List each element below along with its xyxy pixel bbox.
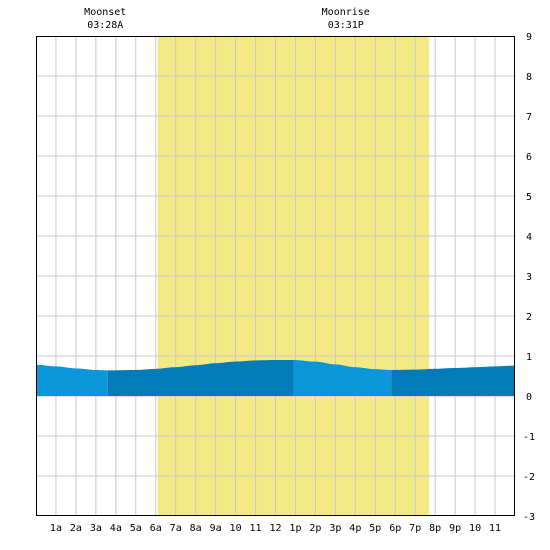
x-tick-label: 7p [409,523,421,534]
moon-events: Moonset 03:28A Moonrise 03:31P [84,7,370,31]
x-tick-label: 9p [449,523,461,534]
x-tick-label: 4a [110,523,122,534]
x-tick-label: 10 [230,523,242,534]
y-tick-label: 1 [526,352,532,363]
y-tick-label: 2 [526,312,532,323]
y-tick-label: 4 [526,232,532,243]
grid [36,36,515,516]
x-tick-label: 10 [469,523,481,534]
x-tick-label: 3a [90,523,102,534]
moon-event-label: Moonrise [322,7,370,18]
x-tick-label: 5a [130,523,142,534]
moon-event-label: Moonset [84,7,126,18]
y-tick-label: 7 [526,112,532,123]
y-tick-label: -2 [523,472,535,483]
x-tick-label: 6p [389,523,401,534]
tide-segment [107,360,294,396]
tide-segment [391,365,515,396]
x-tick-label: 2a [70,523,82,534]
x-tick-label: 8a [190,523,202,534]
x-tick-label: 11 [250,523,262,534]
x-tick-label: 8p [429,523,441,534]
x-tick-label: 3p [329,523,341,534]
y-tick-label: -3 [523,512,535,523]
y-tick-label: 3 [526,272,532,283]
plot-border [36,36,515,516]
x-tick-label: 11 [489,523,501,534]
x-tick-label: 5p [369,523,381,534]
y-axis-tick-labels: -3 -2 -1 0 1 2 3 4 5 6 7 8 9 [523,32,535,523]
y-tick-label: 9 [526,32,532,43]
y-tick-label: 8 [526,72,532,83]
x-tick-label: 7a [170,523,182,534]
x-tick-label: 6a [150,523,162,534]
x-tick-label: 2p [309,523,321,534]
tide-segment [293,360,392,396]
moon-event-time: 03:28A [87,20,123,31]
x-tick-label: 1p [289,523,301,534]
moon-event-time: 03:31P [328,20,364,31]
y-tick-label: 0 [526,392,532,403]
x-axis-tick-labels: 1a 2a 3a 4a 5a 6a 7a 8a 9a 10 11 12 1p 2p 3p 4p 5p 6p 7p 8p… [50,523,501,534]
y-tick-label: 5 [526,192,532,203]
x-tick-label: 9a [210,523,222,534]
y-tick-label: 6 [526,152,532,163]
x-tick-label: 4p [349,523,361,534]
x-tick-label: 1a [50,523,62,534]
tide-segment [36,364,108,396]
tide-series [36,360,515,396]
x-tick-label: 12 [269,523,281,534]
y-tick-label: -1 [523,432,535,443]
